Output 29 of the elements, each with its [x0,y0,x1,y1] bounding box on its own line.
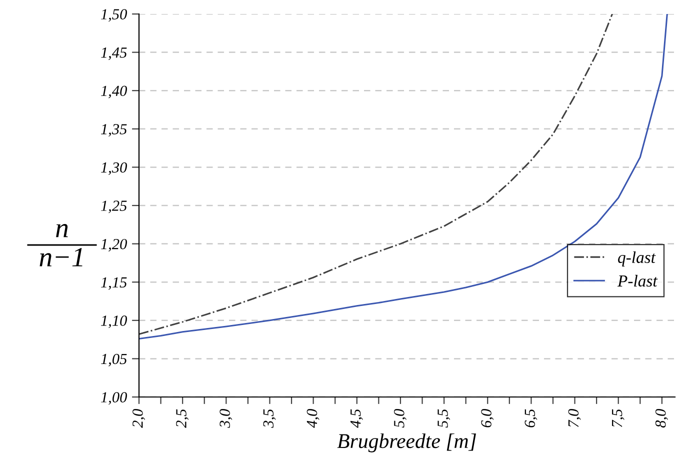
y-tick-label: 1,30 [101,162,127,175]
x-tick-label: 4,0 [306,409,320,428]
y-tick-label: 1,05 [101,354,127,366]
y-tick-label: 1,45 [101,48,127,60]
y-tick-label: 1,40 [101,86,127,98]
x-tick-label: 7,0 [568,409,581,428]
y-tick-label: 1,15 [101,277,127,290]
legend-label: P-last [617,274,658,287]
x-tick-label: 6,0 [481,409,494,428]
x-tick-label: 4,5 [350,409,363,428]
x-tick-label: 3,0 [220,409,232,428]
y-tick-label: 1,50 [101,9,127,22]
x-axis-title: Brugbreedte [m] [337,433,476,452]
y-tick-label: 1,35 [101,124,127,137]
text: n [56,224,68,238]
y-tick-label: 1,25 [101,200,127,214]
x-tick-label: 7,5 [612,409,624,428]
x-tick-label: 5,5 [438,409,450,428]
x-tick-label: 2,5 [176,409,189,428]
x-tick-label: 5,0 [394,409,406,428]
y-tick-label: 1,00 [101,392,127,405]
x-tick-label: 6,5 [524,409,538,428]
x-tick-label: 8,0 [655,409,668,428]
y-tick-label: 1,20 [101,238,127,252]
text: n−1 [40,248,82,266]
x-tick-label: 2,0 [132,409,146,428]
x-tick-label: 3,5 [263,409,276,428]
legend-label: q-last [618,251,656,266]
y-tick-label: 1,10 [101,316,127,328]
